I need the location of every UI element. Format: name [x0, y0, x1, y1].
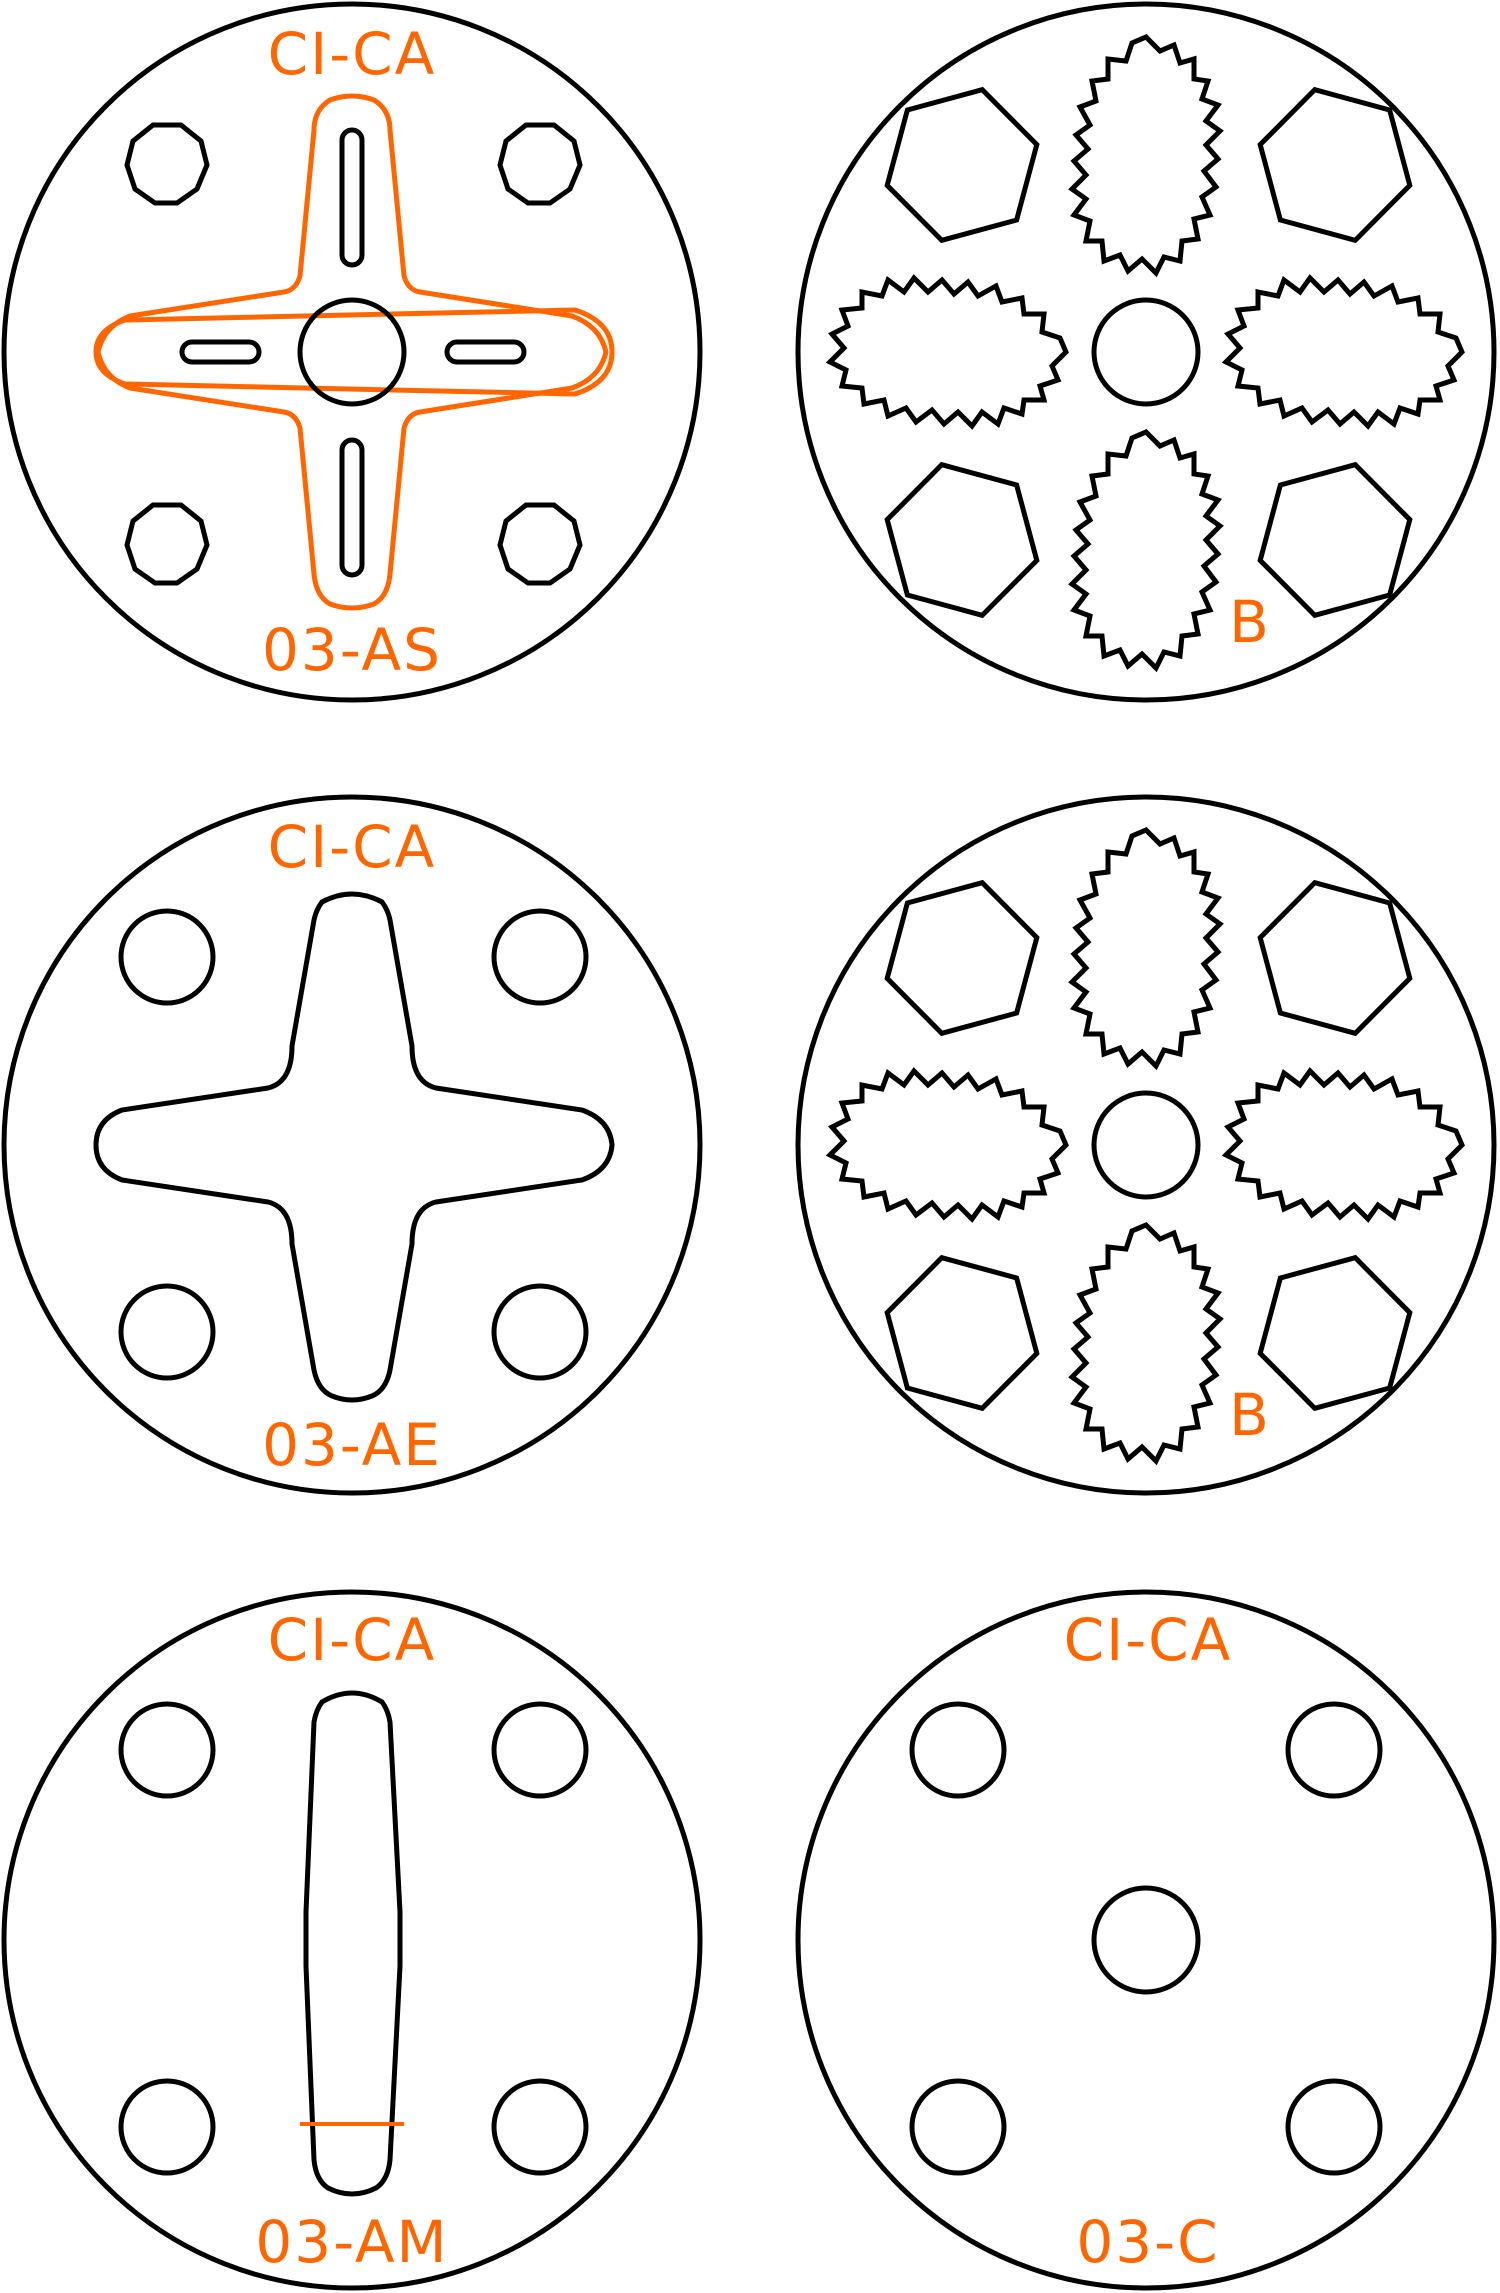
- single-arm-cutout: [303, 1690, 403, 2197]
- plate-b-top: B: [795, 1, 1497, 703]
- hex-pocket: [1250, 447, 1420, 632]
- arm-slot: [339, 127, 365, 268]
- mount-hole: [1285, 1701, 1383, 1799]
- mount-hole: [118, 908, 216, 1006]
- top-label: CI-CA: [268, 813, 437, 881]
- mount-hole: [118, 1701, 216, 1799]
- mount-hole: [1285, 2078, 1383, 2176]
- top-label: CI-CA: [268, 1606, 437, 1674]
- hex-pocket: [1250, 72, 1420, 257]
- bottom-label: 03-C: [1076, 2208, 1219, 2276]
- center-hole: [1091, 1090, 1201, 1200]
- mount-hole: [500, 505, 580, 583]
- plate-outline: [1, 794, 703, 1496]
- mount-hole: [127, 125, 207, 203]
- hex-pocket: [1250, 1240, 1420, 1425]
- plate-03-am: CI-CA 03-AM: [1, 1589, 703, 2291]
- plate-03-ae: CI-CA 03-AE: [1, 794, 703, 1496]
- plate-outline: [1, 1589, 703, 2291]
- bottom-label: 03-AS: [262, 616, 442, 684]
- spiked-pocket: [1226, 1071, 1462, 1219]
- mount-hole: [491, 1283, 589, 1381]
- top-label: CI-CA: [1064, 1606, 1233, 1674]
- mount-hole: [118, 2078, 216, 2176]
- mount-hole: [491, 908, 589, 1006]
- spiked-pocket: [830, 278, 1066, 426]
- spiked-pocket: [1072, 432, 1220, 668]
- bottom-label: B: [1229, 588, 1271, 656]
- mount-hole: [909, 1701, 1007, 1799]
- spiked-pocket: [1072, 37, 1220, 273]
- center-hub-hole: [297, 297, 407, 407]
- bottom-label: 03-AM: [255, 2208, 448, 2276]
- mount-hole: [491, 1701, 589, 1799]
- plate-outline: [1, 1, 703, 703]
- spiked-pocket: [1072, 1225, 1220, 1461]
- arm-slot: [444, 339, 527, 365]
- cross-horn-outline: [95, 93, 609, 611]
- mount-hole: [491, 2078, 589, 2176]
- spiked-pocket: [830, 1071, 1066, 1219]
- center-hole: [1091, 297, 1201, 407]
- arm-slot: [339, 437, 365, 578]
- plate-b-middle: B: [795, 794, 1497, 1496]
- hex-pocket: [1250, 865, 1420, 1050]
- arm-horn-outline: [93, 307, 615, 397]
- plate-03-as: CI-CA 03-AS: [1, 1, 703, 703]
- center-hole: [1091, 1885, 1201, 1995]
- hex-pocket: [877, 1240, 1047, 1425]
- cross-cutout: [93, 891, 615, 1403]
- hex-pocket: [877, 447, 1047, 632]
- plate-outline: [795, 794, 1497, 1496]
- spiked-pocket: [1226, 278, 1462, 426]
- arm-slot: [179, 339, 262, 365]
- mount-hole: [127, 505, 207, 583]
- top-label: CI-CA: [268, 20, 437, 88]
- mount-hole: [500, 125, 580, 203]
- bottom-label: B: [1229, 1381, 1271, 1449]
- plate-outline: [795, 1589, 1497, 2291]
- mount-hole: [118, 1283, 216, 1381]
- plate-03-c: CI-CA 03-C: [795, 1589, 1497, 2291]
- spiked-pocket: [1072, 830, 1220, 1066]
- bottom-label: 03-AE: [262, 1411, 442, 1479]
- plate-outline: [795, 1, 1497, 703]
- mount-hole: [909, 2078, 1007, 2176]
